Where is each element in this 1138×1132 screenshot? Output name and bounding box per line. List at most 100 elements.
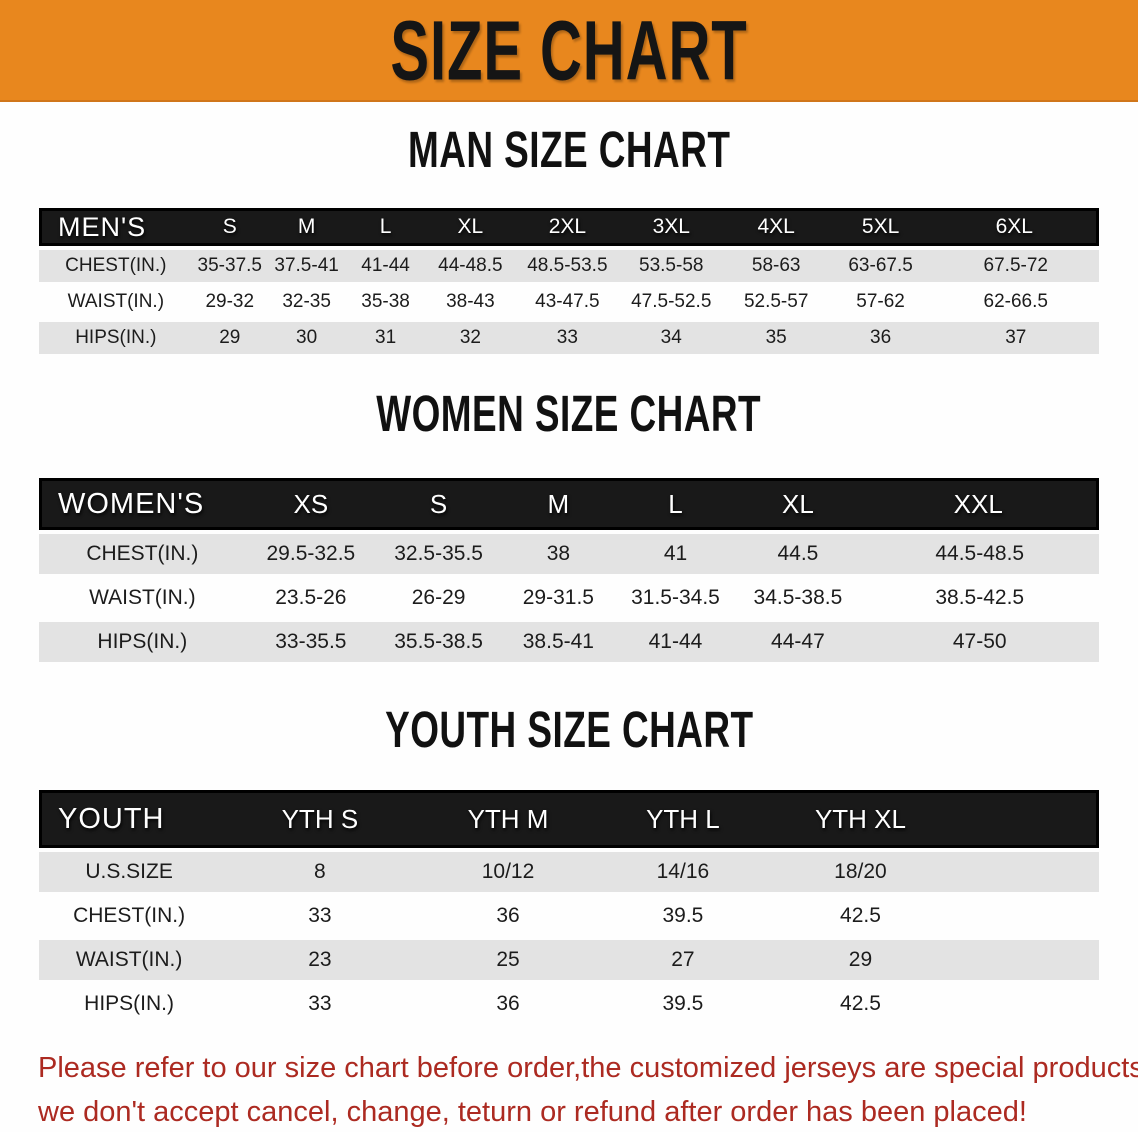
youth-header-row: YOUTH YTH S YTH M YTH L YTH XL bbox=[39, 790, 1099, 848]
size-value-cell: 41 bbox=[615, 534, 736, 574]
size-value-cell: 35-38 bbox=[361, 291, 410, 312]
size-value-cell: 52.5-57 bbox=[743, 291, 809, 312]
size-value-cell: 67.5-72 bbox=[932, 250, 1099, 282]
measurement-row: CHEST(IN.) 29.5-32.5 32.5-35.5 38 41 44.… bbox=[39, 534, 1099, 574]
measurement-row: WAIST(IN.) 23 25 27 29 bbox=[39, 940, 1099, 980]
size-value-cell: 44-47 bbox=[735, 622, 861, 662]
size-value-cell: 58-63 bbox=[723, 250, 829, 282]
size-value-cell: 47.5-52.5 bbox=[631, 291, 712, 312]
spacer-cell bbox=[951, 896, 1099, 936]
size-value-cell: 36 bbox=[496, 992, 520, 1015]
size-value-cell: 37 bbox=[932, 322, 1099, 354]
row-label: U.S.SIZE bbox=[39, 852, 220, 892]
row-label: WAIST(IN.) bbox=[39, 940, 220, 980]
size-value-cell: 35 bbox=[723, 322, 829, 354]
spacer-cell bbox=[951, 984, 1099, 1024]
men-size-table: MEN'S S M L XL 2XL 3XL 4XL 5XL 6XL CHEST… bbox=[39, 204, 1099, 358]
men-table-corner-label: MEN'S bbox=[39, 208, 193, 246]
women-size-table: WOMEN'S XS S M L XL XXL CHEST(IN.) 29.5-… bbox=[39, 474, 1099, 666]
size-value-cell: 43-47.5 bbox=[535, 291, 600, 312]
measurement-row: HIPS(IN.) 33-35.5 35.5-38.5 38.5-41 41-4… bbox=[39, 622, 1099, 662]
size-column-header: YTH L bbox=[595, 790, 771, 848]
size-value-cell: 25 bbox=[420, 940, 596, 980]
youth-size-table: YOUTH YTH S YTH M YTH L YTH XL U.S.SIZE … bbox=[39, 786, 1099, 1028]
youth-size-chart-heading: YOUTH SIZE CHART bbox=[0, 701, 1138, 764]
size-value-cell: 47-50 bbox=[860, 622, 1099, 662]
size-value-cell: 39.5 bbox=[662, 992, 704, 1015]
row-label: CHEST(IN.) bbox=[39, 534, 246, 574]
size-value-cell: 29 bbox=[192, 322, 267, 354]
size-value-cell: 29-32 bbox=[205, 291, 255, 312]
row-label: WAIST(IN.) bbox=[67, 291, 165, 312]
size-value-cell: 35-37.5 bbox=[192, 250, 267, 282]
size-column-header: YTH XL bbox=[770, 790, 951, 848]
size-column-header: L bbox=[346, 208, 425, 246]
disclaimer-text: Please refer to our size chart before or… bbox=[0, 1046, 1138, 1132]
size-column-header: 2XL bbox=[515, 208, 619, 246]
size-value-cell: 41-44 bbox=[615, 622, 736, 662]
size-column-header: M bbox=[266, 208, 347, 246]
man-size-chart-heading-text: MAN SIZE CHART bbox=[407, 120, 731, 179]
size-column-header: YTH S bbox=[219, 790, 421, 848]
size-value-cell: 35.5-38.5 bbox=[376, 622, 502, 662]
size-value-cell: 42.5 bbox=[840, 904, 881, 927]
row-label: HIPS(IN.) bbox=[39, 322, 193, 354]
measurement-row: WAIST(IN.) 23.5-26 26-29 29-31.5 31.5-34… bbox=[39, 578, 1099, 618]
size-value-cell: 57-62 bbox=[856, 291, 905, 312]
size-value-cell: 38.5-42.5 bbox=[935, 586, 1025, 609]
size-value-cell: 18/20 bbox=[770, 852, 951, 892]
size-value-cell: 29-31.5 bbox=[522, 586, 594, 609]
disclaimer-line: Please refer to our size chart before or… bbox=[38, 1052, 1138, 1084]
size-value-cell: 26-29 bbox=[411, 586, 466, 609]
size-value-cell: 63-67.5 bbox=[828, 250, 933, 282]
measurement-row: HIPS(IN.) 29 30 31 32 33 34 35 36 37 bbox=[39, 322, 1099, 354]
size-value-cell: 29 bbox=[770, 940, 951, 980]
size-column-header: M bbox=[501, 478, 616, 530]
men-header-row: MEN'S S M L XL 2XL 3XL 4XL 5XL 6XL bbox=[39, 208, 1099, 246]
youth-table-corner-label: YOUTH bbox=[39, 790, 220, 848]
size-value-cell: 37.5-41 bbox=[266, 250, 347, 282]
size-value-cell: 31 bbox=[346, 322, 425, 354]
size-value-cell: 32.5-35.5 bbox=[376, 534, 502, 574]
measurement-row: WAIST(IN.) 29-32 32-35 35-38 38-43 43-47… bbox=[39, 286, 1099, 318]
measurement-row: U.S.SIZE 8 10/12 14/16 18/20 bbox=[39, 852, 1099, 892]
size-value-cell: 23.5-26 bbox=[275, 586, 347, 609]
size-column-header: 6XL bbox=[932, 208, 1099, 246]
size-value-cell: 62-66.5 bbox=[983, 291, 1048, 312]
size-value-cell: 44.5-48.5 bbox=[860, 534, 1099, 574]
size-column-header: XXL bbox=[860, 478, 1099, 530]
spacer-cell bbox=[950, 940, 1099, 980]
disclaimer-line: we don't accept cancel, change, teturn o… bbox=[38, 1096, 1027, 1128]
size-value-cell: 38-43 bbox=[446, 291, 495, 312]
size-value-cell: 34.5-38.5 bbox=[753, 586, 843, 609]
size-value-cell: 27 bbox=[595, 940, 771, 980]
size-value-cell: 23 bbox=[219, 940, 421, 980]
size-value-cell: 10/12 bbox=[420, 852, 596, 892]
women-size-chart-heading-text: WOMEN SIZE CHART bbox=[376, 384, 762, 443]
size-value-cell: 33 bbox=[308, 904, 332, 927]
women-table-corner-label: WOMEN'S bbox=[39, 478, 246, 530]
size-value-cell: 42.5 bbox=[840, 992, 881, 1015]
size-column-header: S bbox=[192, 208, 267, 246]
size-value-cell: 33 bbox=[515, 322, 619, 354]
women-header-row: WOMEN'S XS S M L XL XXL bbox=[39, 478, 1099, 530]
row-label: WAIST(IN.) bbox=[89, 586, 196, 609]
size-column-header: XS bbox=[245, 478, 377, 530]
size-value-cell: 41-44 bbox=[346, 250, 425, 282]
size-value-cell: 32 bbox=[424, 322, 516, 354]
measurement-row: HIPS(IN.) 33 36 39.5 42.5 bbox=[39, 984, 1099, 1024]
measurement-row: CHEST(IN.) 33 36 39.5 42.5 bbox=[39, 896, 1099, 936]
size-value-cell: 53.5-58 bbox=[618, 250, 724, 282]
size-column-header: S bbox=[376, 478, 502, 530]
size-value-cell: 33 bbox=[308, 992, 332, 1015]
size-value-cell: 39.5 bbox=[662, 904, 704, 927]
measurement-row: CHEST(IN.) 35-37.5 37.5-41 41-44 44-48.5… bbox=[39, 250, 1099, 282]
size-value-cell: 30 bbox=[266, 322, 347, 354]
size-chart-banner-title: SIZE CHART bbox=[390, 2, 748, 98]
row-label: CHEST(IN.) bbox=[39, 250, 193, 282]
man-size-chart-heading: MAN SIZE CHART bbox=[0, 121, 1138, 184]
size-value-cell: 33-35.5 bbox=[245, 622, 377, 662]
size-value-cell: 44.5 bbox=[735, 534, 861, 574]
size-value-cell: 36 bbox=[496, 904, 520, 927]
size-value-cell: 48.5-53.5 bbox=[515, 250, 619, 282]
